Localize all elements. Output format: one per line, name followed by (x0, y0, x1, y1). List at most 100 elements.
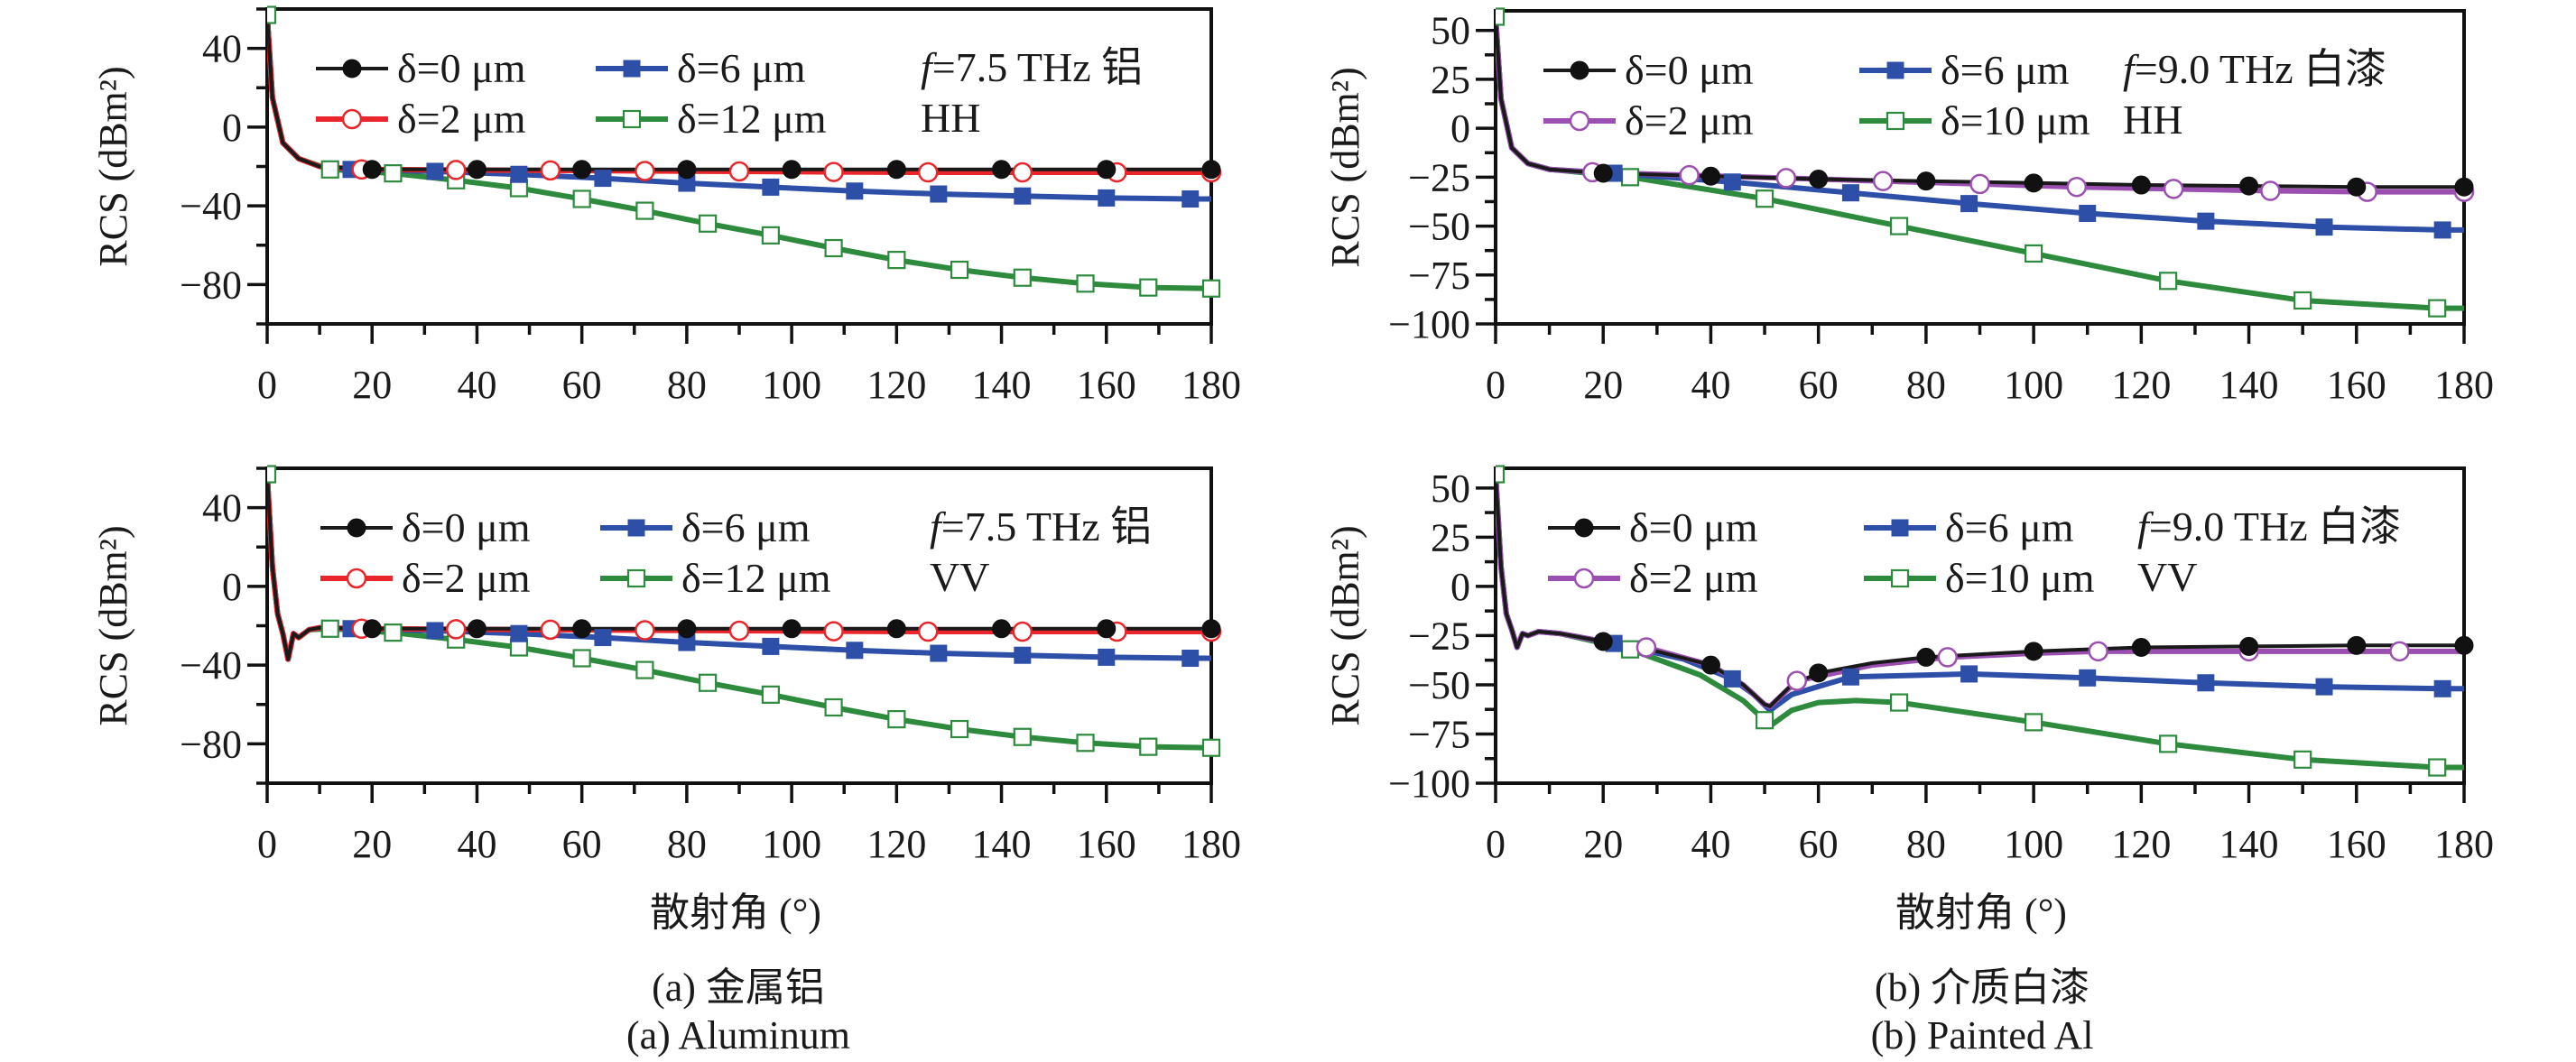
legend-label: δ=2 μm (1625, 97, 1754, 143)
legend-label: δ=2 μm (1629, 555, 1758, 601)
data-point-marker (1755, 711, 1774, 730)
data-point-marker (1700, 166, 1720, 186)
x-tick-label: 60 (562, 363, 602, 407)
annotation: f=7.5 THz 铝 VV (930, 503, 1152, 600)
data-point-marker (2025, 713, 2043, 732)
legend-label: δ=10 μm (1941, 97, 2090, 143)
x-tick-label: 0 (1486, 822, 1506, 866)
annotation: f=7.5 THz 铝 HH (921, 44, 1143, 141)
x-axis-title-right: 散射角 (°) (1895, 891, 2067, 935)
x-tick-label: 20 (1583, 363, 1623, 407)
data-point-marker (445, 160, 467, 180)
y-tick-label: −40 (180, 643, 242, 688)
x-tick-label: 180 (2434, 363, 2494, 407)
data-point-marker (1201, 160, 1221, 180)
y-tick-label: 0 (1450, 565, 1470, 609)
legend-item: δ=12 μm (600, 555, 831, 601)
y-tick-label: 50 (1431, 466, 1470, 511)
x-tick-label: 20 (352, 363, 392, 407)
data-point-marker (2428, 299, 2447, 318)
x-tick-label: 100 (2004, 822, 2063, 866)
data-point-marker (699, 673, 718, 692)
data-point-marker (886, 619, 906, 639)
y-tick-label: −100 (1388, 762, 1470, 806)
caption-b-cn: (b) 介质白漆 (1874, 965, 2090, 1010)
data-point-marker (2079, 669, 2097, 687)
legend-marker-icon (623, 60, 641, 78)
data-point-marker (2025, 244, 2043, 263)
data-point-marker (1181, 189, 1200, 208)
x-tick-label: 80 (1906, 363, 1946, 407)
legend-marker-icon (1886, 111, 1905, 131)
data-point-marker (267, 5, 277, 24)
data-point-marker (1139, 278, 1158, 297)
legend-marker-icon (626, 568, 646, 588)
y-tick-label: −75 (1408, 254, 1470, 298)
data-point-marker (699, 214, 718, 233)
x-tick-label: 20 (352, 822, 392, 866)
data-point-marker (572, 189, 591, 208)
data-point-marker (510, 165, 528, 183)
legend-marker-icon (1891, 519, 1909, 537)
data-point-marker (2454, 635, 2474, 655)
data-point-marker (1916, 171, 1936, 191)
y-tick-label: 40 (202, 486, 242, 531)
data-point-marker (1889, 693, 1909, 712)
legend-item: δ=0 μm (1548, 504, 1758, 550)
annotation-frequency: f=9.0 THz 白漆 (2137, 503, 2401, 549)
data-point-marker (1076, 274, 1095, 293)
legend-label: δ=6 μm (1945, 504, 2074, 550)
data-point-marker (2163, 179, 2184, 199)
y-tick-label: 0 (222, 106, 242, 150)
x-tick-label: 120 (866, 822, 926, 866)
y-tick-label: 40 (202, 27, 242, 71)
legend-marker-icon (1570, 60, 1589, 80)
legend-marker-icon (347, 518, 366, 538)
data-point-marker (728, 620, 750, 642)
legend-marker-icon (1574, 518, 1594, 538)
data-point-marker (1723, 173, 1741, 191)
y-tick-label: −80 (180, 263, 242, 307)
legend-label: δ=0 μm (1625, 47, 1754, 93)
data-point-marker (635, 161, 655, 181)
caption-a-en: (a) Aluminum (625, 1013, 851, 1057)
data-point-marker (572, 619, 592, 639)
legend-label: δ=12 μm (681, 555, 831, 601)
legend-marker-icon (1573, 568, 1595, 589)
data-point-marker (635, 660, 654, 679)
legend-label: δ=0 μm (397, 45, 526, 91)
y-axis-title: RCS (dBm²) (91, 525, 135, 725)
data-point-marker (1755, 189, 1774, 208)
data-point-marker (1013, 727, 1032, 746)
data-point-marker (1201, 279, 1221, 298)
legend-item: δ=10 μm (1859, 97, 2090, 143)
data-point-marker (594, 170, 612, 188)
y-tick-label: −75 (1408, 712, 1470, 756)
data-point-marker (950, 260, 969, 280)
legend: δ=0 μm δ=2 μm δ=6 μm δ=12 μm (320, 504, 831, 601)
legend-marker-icon (622, 109, 642, 129)
data-point-marker (362, 160, 382, 180)
x-axis-title-left: 散射角 (°) (650, 891, 821, 935)
data-point-marker (2389, 641, 2410, 662)
data-point-marker (782, 160, 802, 180)
legend-item: δ=12 μm (596, 96, 827, 142)
x-tick-label: 0 (1486, 363, 1506, 407)
y-tick-label: 0 (1450, 106, 1470, 151)
data-point-marker (572, 649, 591, 668)
legend-item: δ=6 μm (600, 504, 811, 550)
data-point-marker (887, 251, 906, 270)
data-point-marker (2159, 272, 2178, 291)
data-point-marker (1139, 737, 1158, 756)
x-tick-label: 80 (667, 363, 707, 407)
chart-panel-b-hh: 0 20 40 60 80 100 120 140 160 18050250−25−50−75−1… (1323, 7, 2494, 407)
data-point-marker (1786, 670, 1808, 691)
data-point-marker (1097, 160, 1117, 180)
data-point-marker (2260, 180, 2281, 201)
data-point-marker (2197, 674, 2215, 692)
caption-b-en: (b) Painted Al (1870, 1013, 2094, 1057)
chart-panel-a-hh: 0 20 40 60 80 100 120 140 160 180 40 0 −40 −80 RCS (dB… (91, 5, 1241, 407)
annotation-frequency-value: =7.5 THz 铝 (932, 44, 1143, 90)
data-point-marker (1013, 268, 1032, 287)
